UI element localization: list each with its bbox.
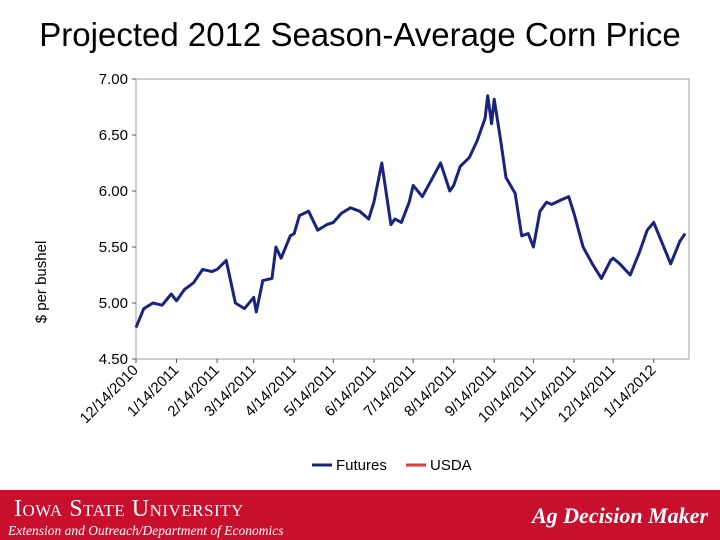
chart-title: Projected 2012 Season-Average Corn Price — [39, 16, 681, 53]
y-tick-label: 5.00 — [99, 295, 128, 312]
series-layer — [134, 94, 687, 329]
footer-bar: Iowa State University Extension and Outr… — [0, 490, 720, 540]
plot-frame — [135, 78, 690, 360]
y-tick-label: 7.00 — [99, 71, 128, 88]
y-tick-label: 5.50 — [99, 239, 128, 256]
y-tick-label: 6.00 — [99, 183, 128, 200]
legend-label-futures: Futures — [336, 457, 387, 474]
legend: Futures USDA — [312, 457, 472, 474]
x-axis: 12/14/20101/14/20112/14/20113/14/20114/1… — [77, 359, 660, 427]
series-line-futures — [134, 94, 687, 329]
y-tick-label: 4.50 — [99, 351, 128, 368]
y-axis: 7.00 6.50 6.00 5.50 5.00 4.50 — [99, 71, 136, 368]
department-text: Extension and Outreach/Department of Eco… — [8, 523, 284, 538]
line-chart: 7.00 6.50 6.00 5.50 5.00 4.50 12/14/20101/14/… — [33, 71, 690, 474]
brand-logo: Ag Decision Maker — [532, 503, 708, 528]
legend-label-usda: USDA — [430, 457, 472, 474]
y-axis-label: $ per bushel — [33, 241, 50, 324]
university-wordmark: Iowa State University — [14, 496, 244, 522]
plot-area — [135, 78, 690, 360]
y-tick-label: 6.50 — [99, 127, 128, 144]
